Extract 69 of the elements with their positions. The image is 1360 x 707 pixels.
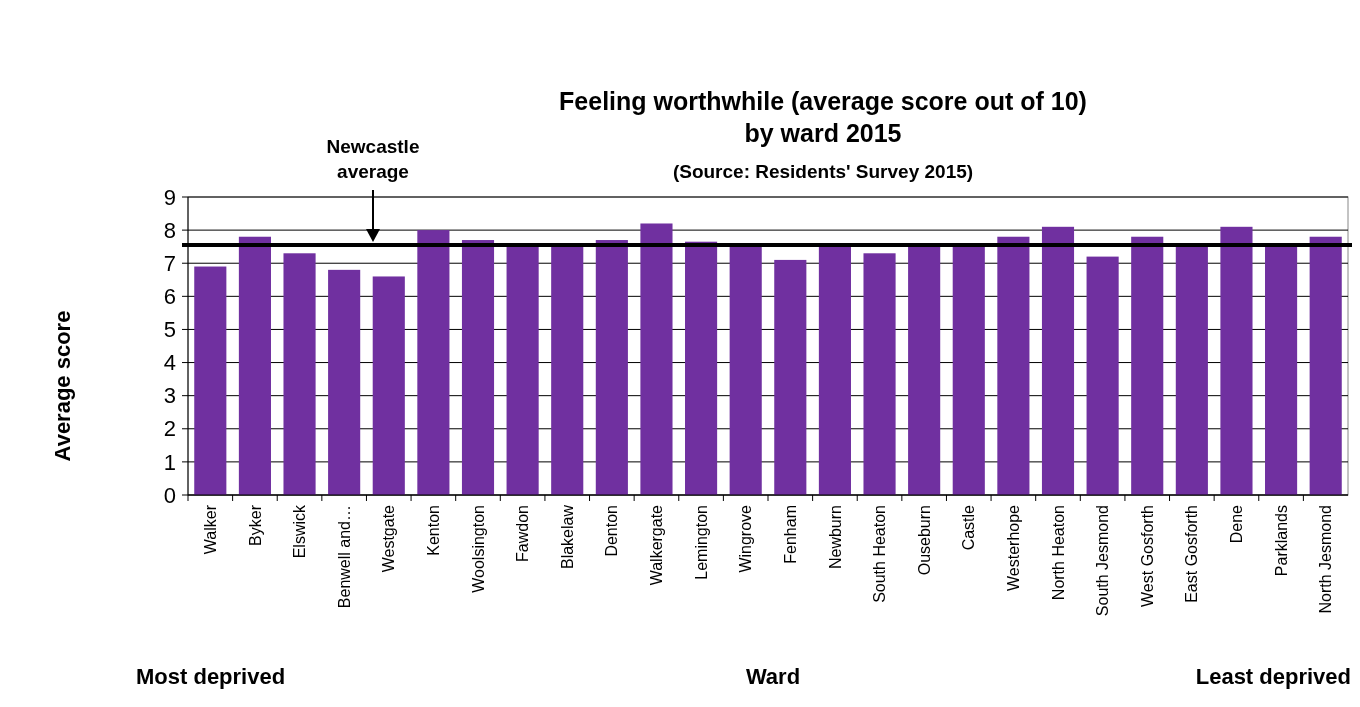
bar: [595, 240, 628, 495]
bar: [640, 223, 673, 495]
y-tick-label: 4: [163, 350, 176, 376]
bar: [863, 253, 896, 495]
x-tick-label: Walker: [201, 504, 219, 555]
x-tick-label: Newburn: [826, 505, 844, 570]
bar: [997, 236, 1030, 495]
x-tick-label: Lemington: [692, 505, 710, 580]
bar: [1265, 246, 1298, 495]
x-axis-title: Ward: [745, 664, 801, 689]
bar: [461, 240, 495, 495]
bar: [1309, 236, 1342, 495]
bar: [238, 236, 271, 495]
x-tick-label: West Gosforth: [1138, 505, 1156, 607]
bar: [774, 259, 807, 495]
y-tick-label: 1: [163, 449, 176, 475]
y-axis-title: Average score: [50, 310, 75, 462]
x-tick-label: Ouseburn: [915, 505, 933, 576]
chart-title: Feeling worthwhile (average score out of 10) by ward 2015: [559, 87, 1087, 147]
x-tick-label: Fenham: [781, 505, 799, 564]
y-tick-label: 9: [163, 184, 176, 210]
bar: [372, 276, 405, 495]
x-tick-label: Westgate: [380, 504, 398, 573]
ref-line-label: Newcastle average: [326, 136, 420, 182]
x-tick-label: Castle: [960, 504, 978, 551]
y-tick-label: 3: [163, 383, 176, 409]
bar: [194, 266, 227, 495]
chart-subtitle: (Source: Residents' Survey 2015): [672, 161, 974, 182]
x-tick-label: North Heaton: [1049, 505, 1067, 601]
x-tick-label: East Gosforth: [1183, 505, 1201, 603]
y-tick-label: 2: [163, 416, 176, 442]
text: Least deprived: [1195, 664, 1351, 689]
bar: [328, 269, 361, 495]
bar: [283, 253, 316, 495]
bar: [506, 246, 539, 495]
bar: [908, 246, 941, 495]
bar: [729, 246, 762, 495]
x-tick-label: South Heaton: [871, 505, 889, 603]
x-tick-label: Wingrove: [737, 504, 755, 573]
bar: [1220, 226, 1253, 495]
x-tick-label: Byker: [246, 504, 264, 546]
bar: [1131, 236, 1164, 495]
x-tick-label: Elswick: [291, 504, 309, 559]
bar: [1086, 256, 1119, 495]
x-tick-label: Dene: [1228, 504, 1246, 544]
bar: [551, 246, 584, 495]
x-tick-label: Parklands: [1272, 505, 1290, 577]
bar: [818, 246, 851, 495]
x-tick-label: South Jesmond: [1094, 505, 1112, 617]
x-tick-label: Woolsington: [469, 505, 487, 593]
bar: [685, 241, 718, 495]
y-tick-label: 0: [163, 482, 176, 508]
bar: [417, 230, 450, 495]
x-tick-label: Benwell and…: [335, 505, 353, 609]
x-tick-label: Denton: [603, 505, 621, 557]
bar: [1041, 226, 1075, 495]
x-tick-label: Walkergate: [648, 504, 666, 586]
y-tick-label: 5: [163, 317, 176, 343]
y-tick-label: 6: [163, 284, 176, 310]
text: Most deprived: [136, 664, 286, 689]
x-tick-label: Fawdon: [514, 505, 532, 562]
x-tick-label: Blakelaw: [558, 504, 576, 570]
y-tick-label: 7: [163, 250, 176, 276]
x-tick-label: North Jesmond: [1317, 505, 1335, 614]
bar: [1175, 246, 1208, 495]
y-tick-label: 8: [163, 217, 176, 243]
x-tick-label: Kenton: [424, 505, 442, 556]
bar: [952, 246, 985, 495]
x-tick-label: Westerhope: [1004, 504, 1022, 591]
